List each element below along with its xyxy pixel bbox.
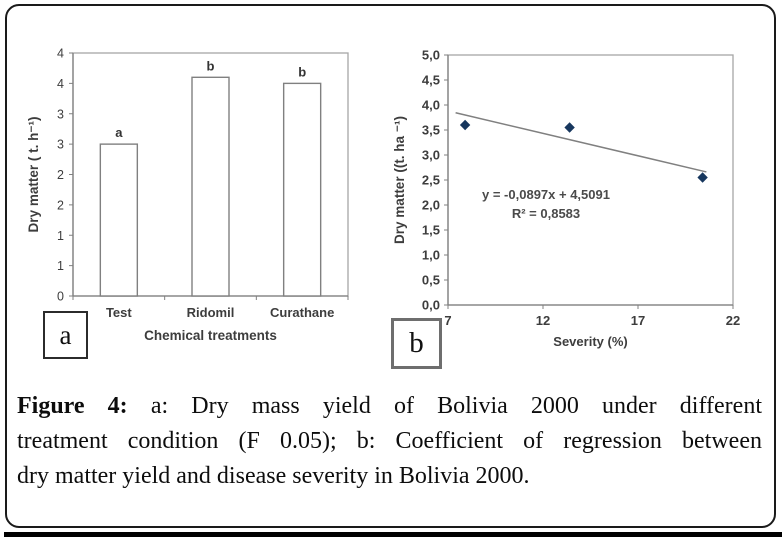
x-tick-label-b: 12 [536,313,550,328]
x-tick-label-b: 7 [444,313,451,328]
figure-caption: Figure 4: a: Dry mass yield of Bolivia 2… [17,389,762,494]
caption-line-1-text: a: Dry mass yield of Bolivia 2000 under … [150,393,762,419]
x-tick-label-a: Test [106,305,132,320]
y-tick-label-b: 2,0 [422,198,440,213]
trendline [455,112,707,173]
caption-line-1: Figure 4: a: Dry mass yield of Bolivia 2… [17,389,762,424]
y-tick-label-a: 4 [57,77,64,91]
y-tick-label-b: 5,0 [422,48,440,63]
caption-figure-label: Figure 4: [17,393,128,419]
bar-curathane [282,82,322,297]
data-point-marker [459,119,471,131]
y-tick-label-b: 4,5 [422,73,440,88]
x-tick-label-a: Ridomil [187,305,235,320]
x-tick-label-b: 22 [726,313,740,328]
plot-area-b [447,54,734,306]
y-tick-label-b: 1,0 [422,248,440,263]
y-tick-label-a: 4 [57,47,64,61]
bar-ridomil [191,76,230,297]
significance-letter: b [298,64,306,79]
trend-r2-label: R² = 0,8583 [512,206,580,221]
y-tick-label-b: 3,0 [422,148,440,163]
y-tick-label-a: 3 [57,138,64,152]
data-point-marker [697,172,708,183]
x-tick-label-a: Curathane [270,305,334,320]
y-tick-label-b: 4,0 [422,98,440,113]
y-tick-label-a: 2 [57,198,64,212]
x-axis-title-a: Chemical treatments [144,328,277,343]
y-tick-label-a: 2 [57,168,64,182]
y-tick-label-b: 0,5 [422,273,440,288]
significance-letter: a [115,125,123,140]
y-axis-title-b: Dry matter ((t. ha ⁻¹) [392,116,407,244]
y-tick-label-a: 1 [57,229,64,243]
y-tick-label-b: 0,0 [422,298,440,313]
y-tick-label-b: 2,5 [422,173,440,188]
y-axis-title-a: Dry matter ( t. h⁻¹) [26,117,41,233]
trend-equation-label: y = -0,0897x + 4,5091 [482,187,610,202]
panel-a-label-box: a [43,311,88,359]
data-point-marker [564,122,575,133]
panel-b-label-box: b [391,318,442,369]
caption-line-3: dry matter yield and disease severity in… [17,463,530,489]
y-tick-label-b: 3,5 [422,123,440,138]
y-tick-label-a: 3 [57,107,64,121]
y-tick-label-a: 0 [57,290,64,304]
x-tick-label-b: 17 [631,313,645,328]
y-tick-label-a: 1 [57,259,64,273]
x-axis-title-b: Severity (%) [553,334,627,349]
page-divider-bar [4,532,782,537]
panel-b-label: b [409,327,424,359]
y-tick-label-b: 1,5 [422,223,440,238]
panel-a-label: a [59,319,72,350]
bar-test [99,143,139,297]
caption-line-2: treatment condition (F 0.05); b: Coeffic… [17,428,762,454]
significance-letter: b [207,58,215,73]
